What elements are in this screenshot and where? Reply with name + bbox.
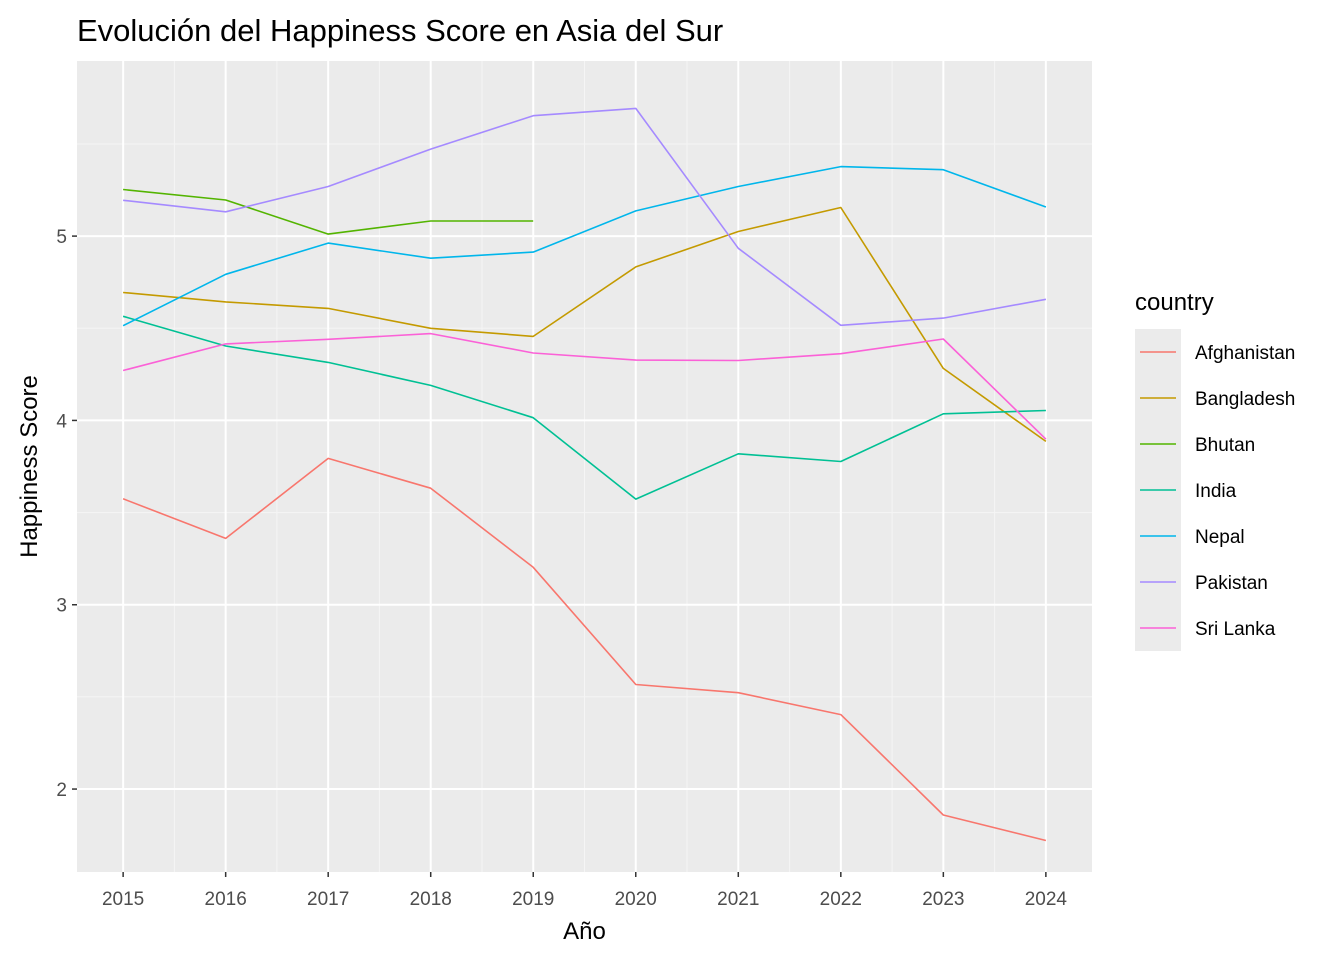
series-lines	[122, 107, 1047, 842]
x-tick-label: 2019	[512, 889, 554, 910]
series-line-nepal	[122, 165, 1047, 327]
x-tick-label: 2024	[1025, 889, 1068, 910]
x-tick-label: 2015	[102, 889, 144, 910]
y-tick-label: 2	[56, 780, 67, 801]
legend-label-pakistan: Pakistan	[1195, 573, 1268, 594]
y-tick-label: 4	[56, 411, 67, 432]
legend-label-nepal: Nepal	[1195, 527, 1245, 548]
x-tick-label: 2020	[615, 889, 657, 910]
series-line-india	[122, 315, 1046, 500]
y-axis-title: Happiness Score	[16, 375, 43, 558]
series-line-pakistan	[123, 107, 1047, 327]
series-line-bangladesh	[123, 206, 1047, 443]
legend-label-bhutan: Bhutan	[1195, 435, 1255, 456]
legend-label-sri-lanka: Sri Lanka	[1195, 619, 1276, 640]
legend-title: country	[1135, 289, 1214, 316]
series-line-afghanistan	[122, 457, 1047, 842]
series-line-bhutan	[123, 188, 534, 235]
x-tick-label: 2022	[820, 889, 862, 910]
chart-title: Evolución del Happiness Score en Asia de…	[77, 13, 723, 48]
x-tick-label: 2021	[717, 889, 759, 910]
x-axis-title: Año	[563, 918, 606, 945]
y-tick-label: 5	[56, 227, 67, 248]
x-tick-label: 2016	[205, 889, 247, 910]
x-tick-label: 2023	[922, 889, 964, 910]
major-gridlines	[77, 61, 1092, 872]
x-tick-label: 2018	[410, 889, 452, 910]
legend-label-india: India	[1195, 481, 1237, 502]
x-tick-label: 2017	[307, 889, 349, 910]
minor-gridlines	[77, 61, 1092, 872]
legend-label-afghanistan: Afghanistan	[1195, 343, 1295, 364]
legend-label-bangladesh: Bangladesh	[1195, 389, 1295, 410]
y-axis: 2 3 4 5	[56, 227, 77, 801]
series-line-sri-lanka	[122, 332, 1047, 440]
y-tick-label: 3	[56, 596, 67, 617]
legend: country Afghanistan Bangladesh Bhutan India…	[1135, 289, 1295, 651]
x-axis: 2015 2016 2017 2018 2019 2020 2021 2022 2023 2024	[102, 872, 1067, 910]
